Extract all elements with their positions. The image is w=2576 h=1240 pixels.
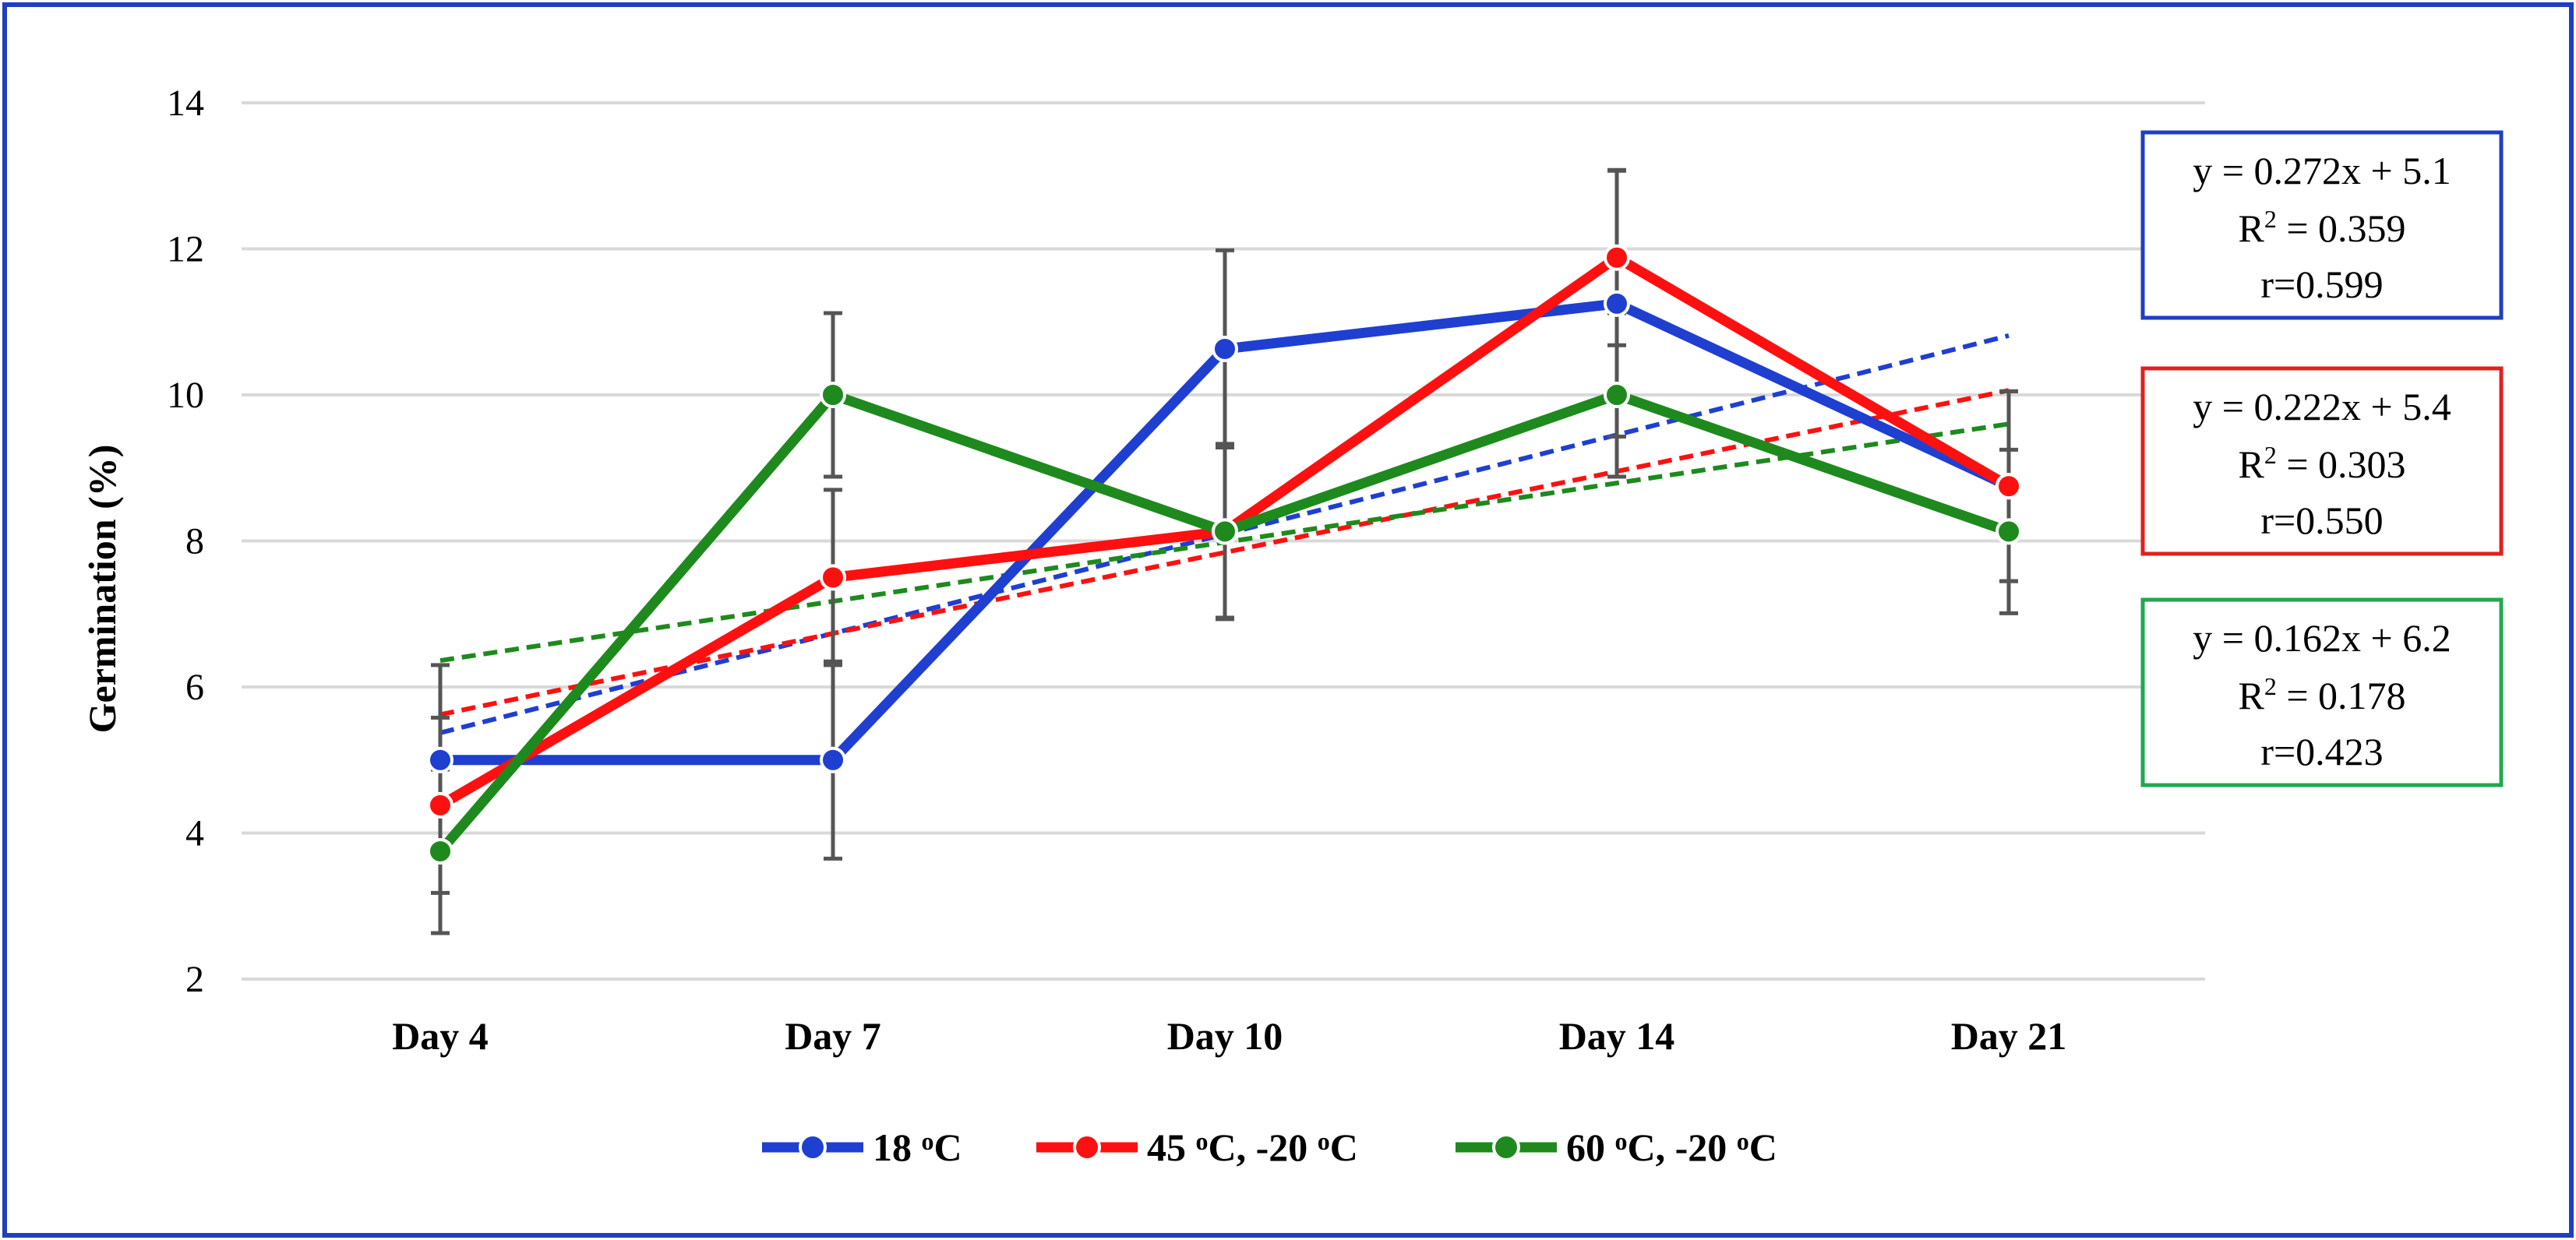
data-point <box>1996 518 2022 545</box>
data-point <box>1604 244 1630 271</box>
y-tick-label: 14 <box>167 83 204 124</box>
trendline-equation: y = 0.162x + 6.2 <box>2193 616 2451 660</box>
y-axis-title: Germination (%) <box>80 445 124 734</box>
legend-swatch-marker <box>799 1133 827 1161</box>
correlation-r: r=0.599 <box>2260 262 2383 306</box>
x-tick-label: Day 4 <box>392 1014 489 1058</box>
legend-label: 60 oC, -20 oC <box>1566 1126 1777 1169</box>
error-bars <box>431 167 2018 935</box>
y-tick-label: 10 <box>167 375 204 416</box>
grid-lines <box>242 101 2205 981</box>
data-point <box>427 791 453 819</box>
data-point <box>1996 473 2022 500</box>
data-point <box>1212 518 1238 545</box>
r-squared: R2 = 0.178 <box>2238 672 2405 717</box>
y-tick-label: 4 <box>185 813 204 854</box>
y-tick-label: 2 <box>185 959 204 1000</box>
x-tick-label: Day 7 <box>785 1014 881 1058</box>
y-tick-label: 8 <box>185 521 204 562</box>
correlation-r: r=0.550 <box>2260 498 2383 542</box>
x-tick-label: Day 14 <box>1559 1014 1675 1058</box>
data-point <box>1212 335 1238 362</box>
data-point <box>820 746 846 773</box>
data-point <box>1604 290 1630 317</box>
y-tick-label: 6 <box>185 667 204 708</box>
data-point <box>820 382 846 408</box>
legend: 18 oC 45 oC, -20 oC 60 oC, -20 oC <box>762 1126 1777 1169</box>
r-squared: R2 = 0.303 <box>2238 441 2405 486</box>
data-markers <box>427 244 2022 865</box>
correlation-r: r=0.423 <box>2260 730 2383 773</box>
legend-label: 18 oC <box>873 1126 962 1169</box>
axes: Germination (%) 2 4 6 8 10 12 14 Day 4 Day 7 Day … <box>80 83 2066 1058</box>
data-point <box>427 746 453 773</box>
x-tick-label: Day 10 <box>1167 1014 1283 1058</box>
data-point <box>427 837 453 865</box>
equation-box <box>2140 130 2504 320</box>
data-point <box>820 564 846 591</box>
equation-box <box>2140 597 2504 787</box>
trendline-equations: y = 0.272x + 5.1 R2 = 0.359 r=0.599 y = 0.2… <box>2140 130 2504 787</box>
x-tick-label: Day 21 <box>1951 1014 2067 1058</box>
r-squared: R2 = 0.359 <box>2238 205 2405 250</box>
y-tick-label: 12 <box>167 229 204 270</box>
trendline-equation: y = 0.222x + 5.4 <box>2193 385 2451 428</box>
trendline-equation: y = 0.272x + 5.1 <box>2193 149 2451 192</box>
legend-label: 45 oC, -20 oC <box>1147 1126 1358 1169</box>
data-point <box>1604 382 1630 408</box>
legend-swatch-marker <box>1492 1133 1520 1161</box>
equation-box <box>2140 366 2504 556</box>
legend-swatch-marker <box>1073 1133 1101 1161</box>
